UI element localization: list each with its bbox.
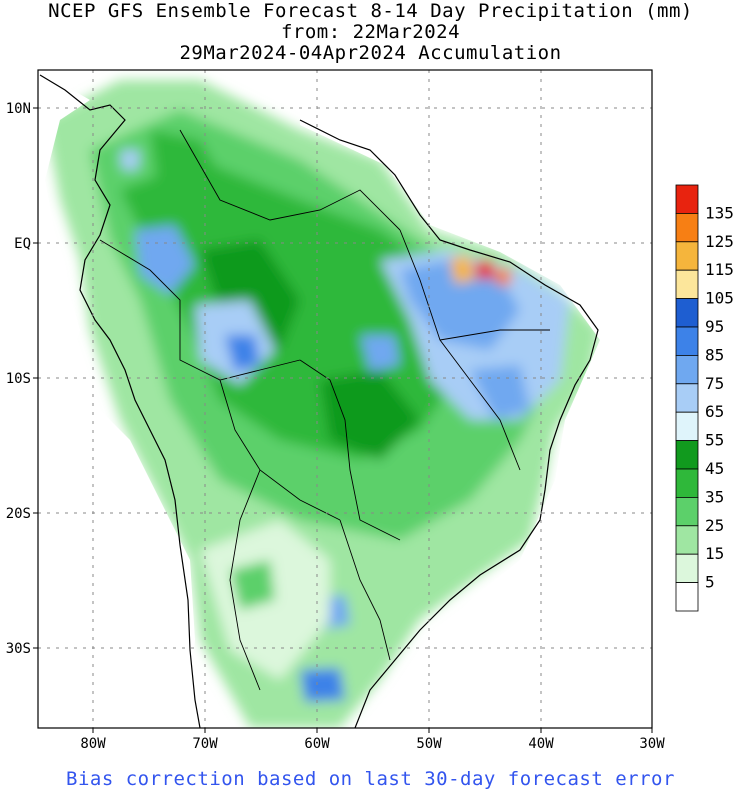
forecast-issue-date: from: 22Mar2024 — [280, 21, 461, 43]
graticule — [38, 70, 652, 728]
legend-level-label: 5 — [705, 573, 715, 592]
legend-colorbar — [675, 184, 699, 612]
legend-swatch — [675, 525, 699, 555]
legend-level-label: 55 — [705, 431, 724, 450]
lon-label-70w: 70W — [192, 736, 218, 752]
legend-level-label: 15 — [705, 544, 724, 563]
legend-level-label: 135 — [705, 203, 734, 222]
map-frame — [37, 69, 653, 729]
lon-label-30w: 30W — [639, 736, 665, 752]
legend-swatch — [675, 212, 699, 243]
legend-swatch — [675, 241, 699, 271]
legend-labels: 135 125 115 105 95 85 75 65 55 45 35 25 15 5 — [705, 203, 734, 591]
lon-label-80w: 80W — [80, 736, 106, 752]
lon-label-40w: 40W — [528, 736, 554, 752]
map-title: NCEP GFS Ensemble Forecast 8-14 Day Prec… — [48, 0, 693, 22]
legend-swatch — [675, 468, 699, 498]
legend-level-label: 35 — [705, 487, 724, 506]
legend-swatch — [675, 440, 699, 470]
legend-level-label: 85 — [705, 345, 724, 364]
legend-swatch — [675, 496, 699, 527]
legend-level-label: 125 — [705, 232, 734, 251]
accumulation-period: 29Mar2024-04Apr2024 Accumulation — [179, 42, 562, 64]
lat-label-30s: 30S — [6, 641, 31, 657]
lat-label-10n: 10N — [6, 101, 31, 117]
lat-label-10s: 10S — [6, 371, 31, 387]
legend-level-label: 65 — [705, 402, 724, 421]
legend-swatch — [675, 411, 699, 442]
country-borders — [99, 129, 550, 691]
axis-ticks — [33, 107, 653, 733]
legend-level-label: 75 — [705, 374, 724, 393]
precipitation-field — [38, 70, 652, 728]
legend-swatch — [675, 354, 699, 385]
legend-swatch — [675, 298, 699, 328]
legend-swatch — [675, 269, 699, 300]
lon-label-60w: 60W — [304, 736, 330, 752]
bias-correction-note: Bias correction based on last 30-day for… — [66, 768, 675, 790]
legend-swatch — [675, 326, 699, 356]
lon-label-50w: 50W — [416, 736, 442, 752]
legend-level-label: 95 — [705, 317, 724, 336]
legend-swatch — [675, 582, 699, 612]
coastline — [39, 74, 599, 728]
legend-level-label: 115 — [705, 260, 734, 279]
lat-label-eq: EQ — [14, 236, 31, 252]
legend-swatch — [675, 184, 699, 214]
legend-swatch — [675, 553, 699, 584]
legend-level-label: 45 — [705, 459, 724, 478]
legend-swatch — [675, 383, 699, 413]
legend-level-label: 25 — [705, 516, 724, 535]
lat-label-20s: 20S — [6, 506, 31, 522]
legend-level-label: 105 — [705, 289, 734, 308]
